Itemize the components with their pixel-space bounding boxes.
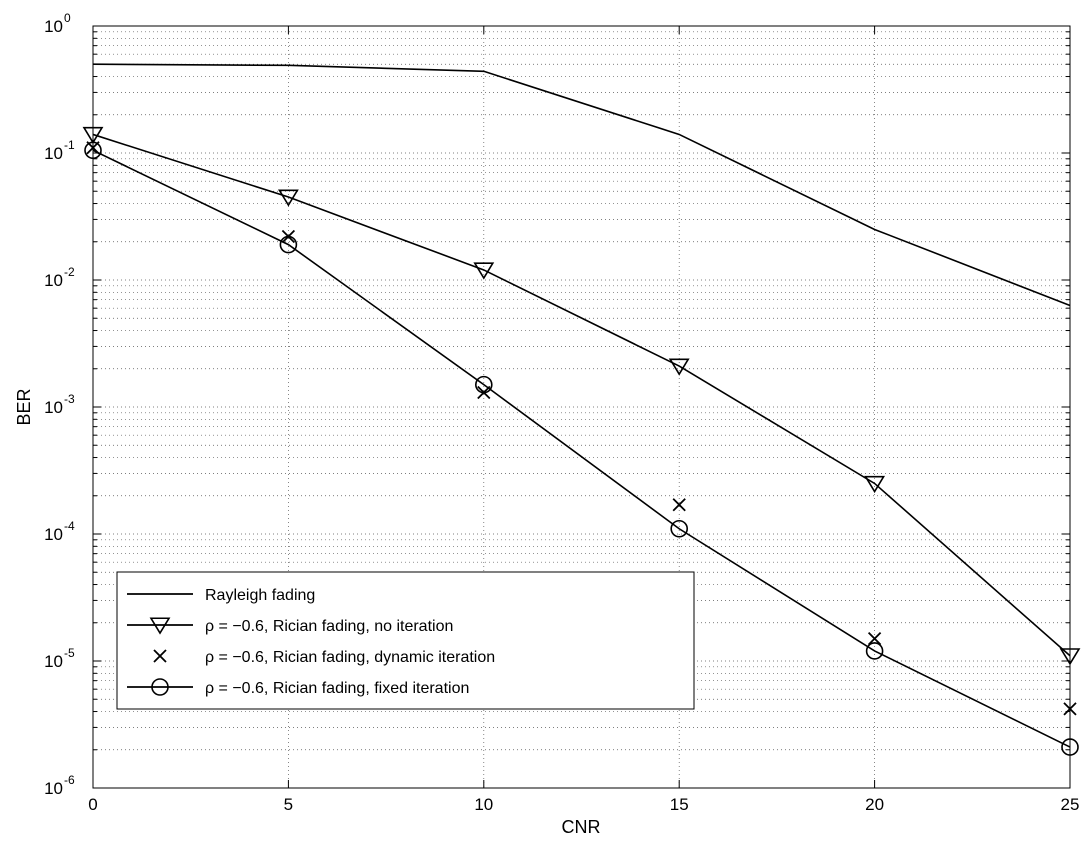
data-point-x xyxy=(867,631,882,646)
series-0 xyxy=(92,63,1071,307)
y-tick-label: 10 xyxy=(44,398,63,417)
legend-item: Rayleigh fading xyxy=(127,587,315,604)
x-axis-label: CNR xyxy=(562,817,601,837)
series-line xyxy=(92,149,1071,748)
x-tick-label: 20 xyxy=(865,795,884,814)
data-point-circle xyxy=(670,519,689,538)
series-1 xyxy=(82,126,1081,666)
data-point-circle xyxy=(151,678,169,696)
y-tick-exponent: -1 xyxy=(64,138,75,152)
y-tick-exponent: -5 xyxy=(64,646,75,660)
legend-label: Rayleigh fading xyxy=(205,587,315,604)
y-tick-exponent: -4 xyxy=(64,519,75,533)
data-point-triangle xyxy=(149,617,171,635)
legend-box xyxy=(116,571,695,710)
y-tick-exponent: -6 xyxy=(64,773,75,787)
x-tick-label: 0 xyxy=(88,795,97,814)
y-tick-exponent: -2 xyxy=(64,265,75,279)
y-tick-label: 10 xyxy=(44,144,63,163)
data-point-x xyxy=(153,649,167,663)
y-tick-label: 10 xyxy=(44,17,63,36)
data-point-circle xyxy=(865,642,884,660)
legend-label: ρ = −0.6, Rician fading, fixed iteration xyxy=(205,680,469,697)
y-axis-label: BER xyxy=(14,388,34,425)
data-point-triangle xyxy=(473,262,495,280)
data-point-circle xyxy=(279,235,298,254)
legend: Rayleigh fading ρ = −0.6, Rician fading, … xyxy=(116,571,695,710)
data-point-triangle xyxy=(277,189,299,207)
y-tick-exponent: 0 xyxy=(64,11,71,25)
x-tick-label: 15 xyxy=(670,795,689,814)
legend-item: ρ = −0.6, Rician fading, dynamic iterati… xyxy=(153,649,495,666)
y-tick-label: 10 xyxy=(44,652,63,671)
y-tick-exponent: -3 xyxy=(64,392,75,406)
legend-item: ρ = −0.6, Rician fading, fixed iteration xyxy=(127,678,469,697)
y-tick-label: 10 xyxy=(44,779,63,798)
series-line xyxy=(92,133,1071,657)
data-point-circle xyxy=(474,375,493,394)
legend-label: ρ = −0.6, Rician fading, dynamic iterati… xyxy=(205,649,495,666)
legend-item: ρ = −0.6, Rician fading, no iteration xyxy=(127,617,453,635)
y-tick-label: 10 xyxy=(44,525,63,544)
data-point-x xyxy=(672,498,686,512)
data-point-triangle xyxy=(668,358,690,376)
data-point-triangle xyxy=(864,475,886,494)
series-line xyxy=(92,63,1071,307)
x-tick-label: 5 xyxy=(284,795,293,814)
legend-label: ρ = −0.6, Rician fading, no iteration xyxy=(205,618,453,635)
y-tick-label: 10 xyxy=(44,271,63,290)
x-tick-label: 10 xyxy=(474,795,493,814)
x-tick-label: 25 xyxy=(1061,795,1080,814)
series-layer xyxy=(82,63,1081,756)
